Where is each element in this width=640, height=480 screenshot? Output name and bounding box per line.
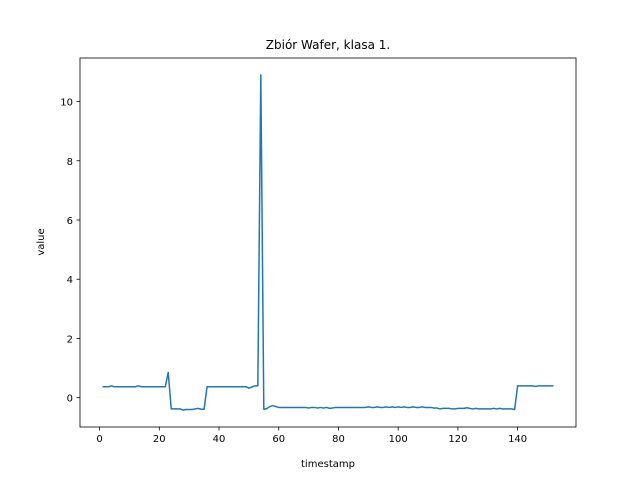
- x-tick-label: 140: [508, 434, 527, 445]
- y-axis-label: value: [36, 228, 47, 255]
- x-tick-label: 60: [272, 434, 285, 445]
- x-tick-label: 80: [332, 434, 345, 445]
- x-tick-label: 40: [213, 434, 226, 445]
- y-tick-label: 6: [67, 216, 73, 227]
- plot-frame: [79, 57, 577, 428]
- x-tick-label: 100: [389, 434, 408, 445]
- x-tick-label: 120: [448, 434, 467, 445]
- y-tick-label: 0: [67, 394, 73, 405]
- x-tick-label: 20: [153, 434, 166, 445]
- y-tick-label: 8: [67, 157, 73, 168]
- data-line: [102, 74, 554, 411]
- y-tick-label: 4: [67, 275, 73, 286]
- chart-title: Zbiór Wafer, klasa 1.: [266, 38, 390, 52]
- x-axis-label: timestamp: [301, 459, 355, 470]
- x-tick-label: 0: [96, 434, 102, 445]
- y-tick-label: 10: [60, 98, 73, 109]
- y-tick-label: 2: [67, 334, 73, 345]
